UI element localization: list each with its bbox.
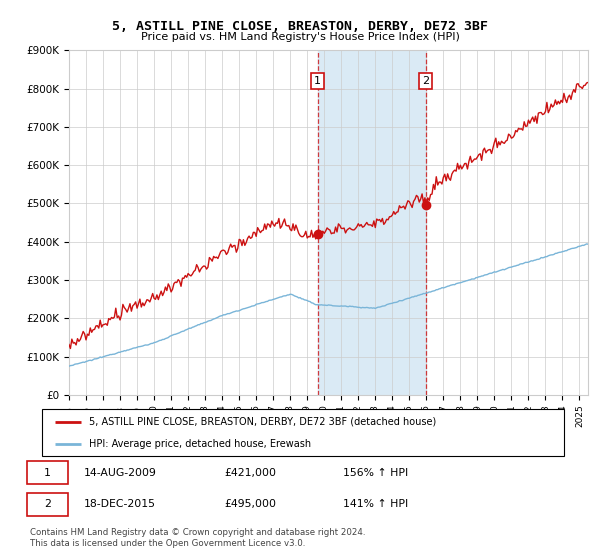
Text: 1: 1 xyxy=(44,468,51,478)
Bar xyxy=(318,50,425,395)
FancyBboxPatch shape xyxy=(42,409,564,456)
Text: Contains HM Land Registry data © Crown copyright and database right 2024.
This d: Contains HM Land Registry data © Crown c… xyxy=(30,528,365,548)
Text: 1: 1 xyxy=(314,76,321,86)
FancyBboxPatch shape xyxy=(28,493,68,516)
Text: 141% ↑ HPI: 141% ↑ HPI xyxy=(343,500,409,510)
Text: 14-AUG-2009: 14-AUG-2009 xyxy=(84,468,157,478)
Text: 2: 2 xyxy=(44,500,51,510)
Text: 18-DEC-2015: 18-DEC-2015 xyxy=(84,500,156,510)
Text: 5, ASTILL PINE CLOSE, BREASTON, DERBY, DE72 3BF (detached house): 5, ASTILL PINE CLOSE, BREASTON, DERBY, D… xyxy=(89,417,436,427)
Text: Price paid vs. HM Land Registry's House Price Index (HPI): Price paid vs. HM Land Registry's House … xyxy=(140,32,460,42)
Text: £421,000: £421,000 xyxy=(224,468,277,478)
Text: HPI: Average price, detached house, Erewash: HPI: Average price, detached house, Erew… xyxy=(89,438,311,449)
Text: 5, ASTILL PINE CLOSE, BREASTON, DERBY, DE72 3BF: 5, ASTILL PINE CLOSE, BREASTON, DERBY, D… xyxy=(112,20,488,32)
FancyBboxPatch shape xyxy=(28,461,68,484)
Text: 156% ↑ HPI: 156% ↑ HPI xyxy=(343,468,409,478)
Text: 2: 2 xyxy=(422,76,429,86)
Text: £495,000: £495,000 xyxy=(224,500,277,510)
